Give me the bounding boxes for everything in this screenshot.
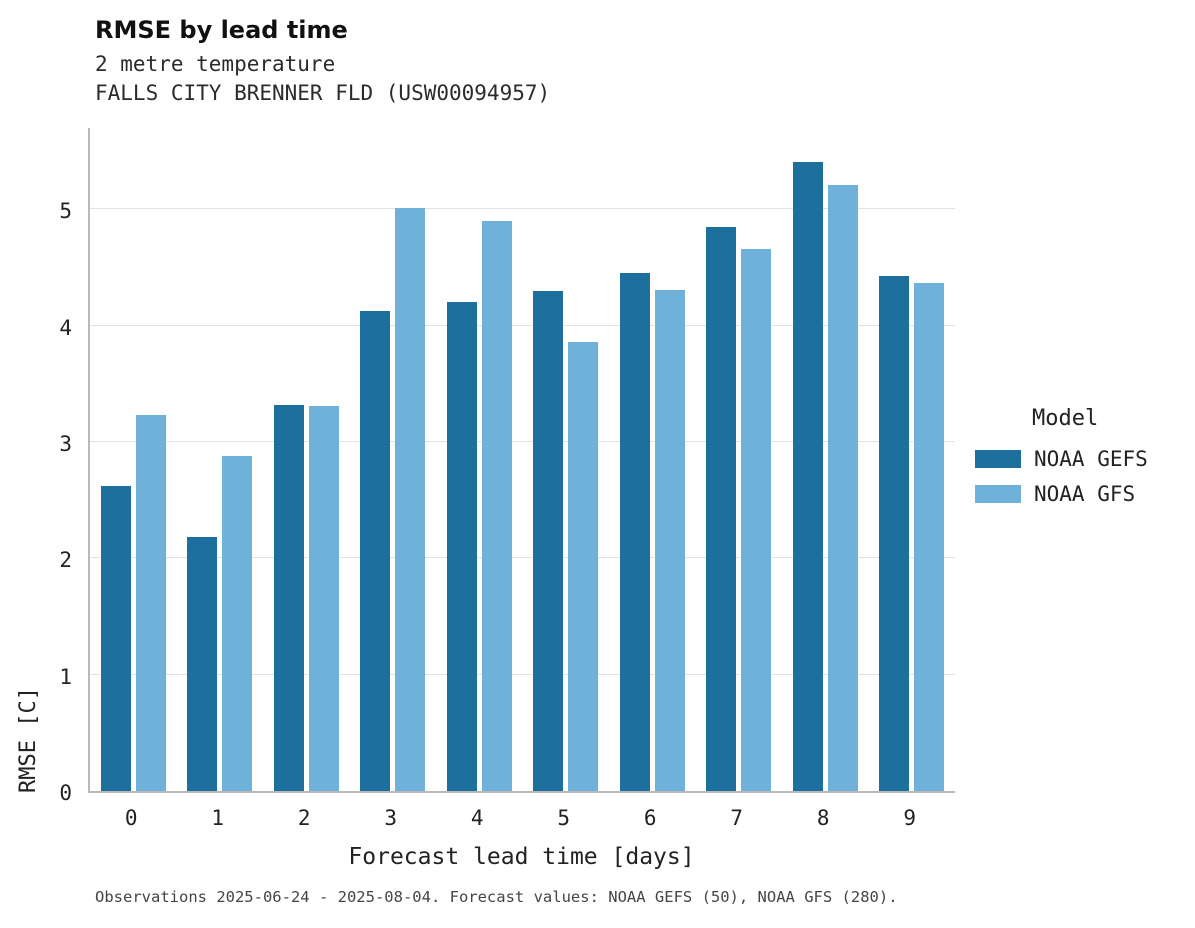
x-tick-label-6: 6 [643,806,657,830]
page-title: RMSE by lead time [95,16,348,44]
bar-noaa-gfs-lead-2 [308,406,339,791]
legend-label: NOAA GFS [1034,481,1136,506]
bar-noaa-gefs-lead-3 [360,310,391,791]
legend: Model NOAA GEFS NOAA GFS [975,406,1190,511]
y-tick-label-3: 3 [59,432,72,457]
gridline-y-2 [90,557,955,559]
x-tick-label-9: 9 [903,806,917,830]
legend-entry-noaa-gfs: NOAA GFS [975,476,1190,511]
bar-noaa-gfs-lead-7 [741,248,772,791]
subtitle-station: FALLS CITY BRENNER FLD (USW00094957) [95,81,551,105]
x-tick-label-8: 8 [816,806,830,830]
x-tick-label-2: 2 [297,806,311,830]
bar-noaa-gfs-lead-6 [654,289,685,791]
bar-noaa-gfs-lead-1 [222,456,253,791]
legend-title: Model [1032,406,1099,431]
plot-area [88,128,955,793]
x-tick-label-4: 4 [470,806,484,830]
bar-noaa-gefs-lead-5 [533,290,564,791]
bar-noaa-gefs-lead-4 [446,302,477,791]
x-tick-label-3: 3 [384,806,398,830]
legend-entries: NOAA GEFS NOAA GFS [975,441,1190,511]
y-tick-label-4: 4 [59,315,72,340]
footnote-caption: Observations 2025-06-24 - 2025-08-04. Fo… [95,888,898,906]
y-tick-label-5: 5 [59,199,72,224]
legend-entry-noaa-gefs: NOAA GEFS [975,441,1190,476]
y-axis-ticks: 0 1 2 3 4 5 [0,128,72,805]
y-tick-label-1: 1 [59,664,72,689]
x-tick-label-7: 7 [730,806,744,830]
bar-noaa-gfs-lead-9 [914,282,945,791]
bar-noaa-gfs-lead-0 [135,415,166,791]
bar-noaa-gfs-lead-3 [395,208,426,791]
bar-noaa-gfs-lead-8 [827,185,858,791]
bar-noaa-gefs-lead-1 [187,537,218,791]
gridline-y-1 [90,673,955,675]
y-tick-label-2: 2 [59,548,72,573]
bar-noaa-gfs-lead-4 [481,221,512,791]
gridline-y-5 [90,208,955,210]
legend-label: NOAA GEFS [1034,446,1148,471]
subtitle-variable: 2 metre temperature [95,52,336,76]
legend-swatch-icon [975,484,1021,503]
bar-noaa-gefs-lead-6 [619,273,650,791]
gridline-y-3 [90,441,955,443]
x-axis-label: Forecast lead time [days] [348,844,695,870]
legend-swatch-icon [975,449,1021,468]
bar-noaa-gefs-lead-0 [100,486,131,791]
gridline-y-4 [90,324,955,326]
bar-noaa-gefs-lead-7 [706,226,737,791]
bar-noaa-gefs-lead-9 [879,275,910,791]
y-tick-label-0: 0 [59,781,72,805]
x-tick-label-0: 0 [124,806,138,830]
x-axis-ticks: 0 1 2 3 4 5 6 7 8 9 [88,806,955,836]
x-tick-label-5: 5 [557,806,571,830]
bar-noaa-gfs-lead-5 [568,342,599,791]
bar-noaa-gefs-lead-2 [273,404,304,791]
x-tick-label-1: 1 [211,806,225,830]
bar-noaa-gefs-lead-8 [792,161,823,791]
